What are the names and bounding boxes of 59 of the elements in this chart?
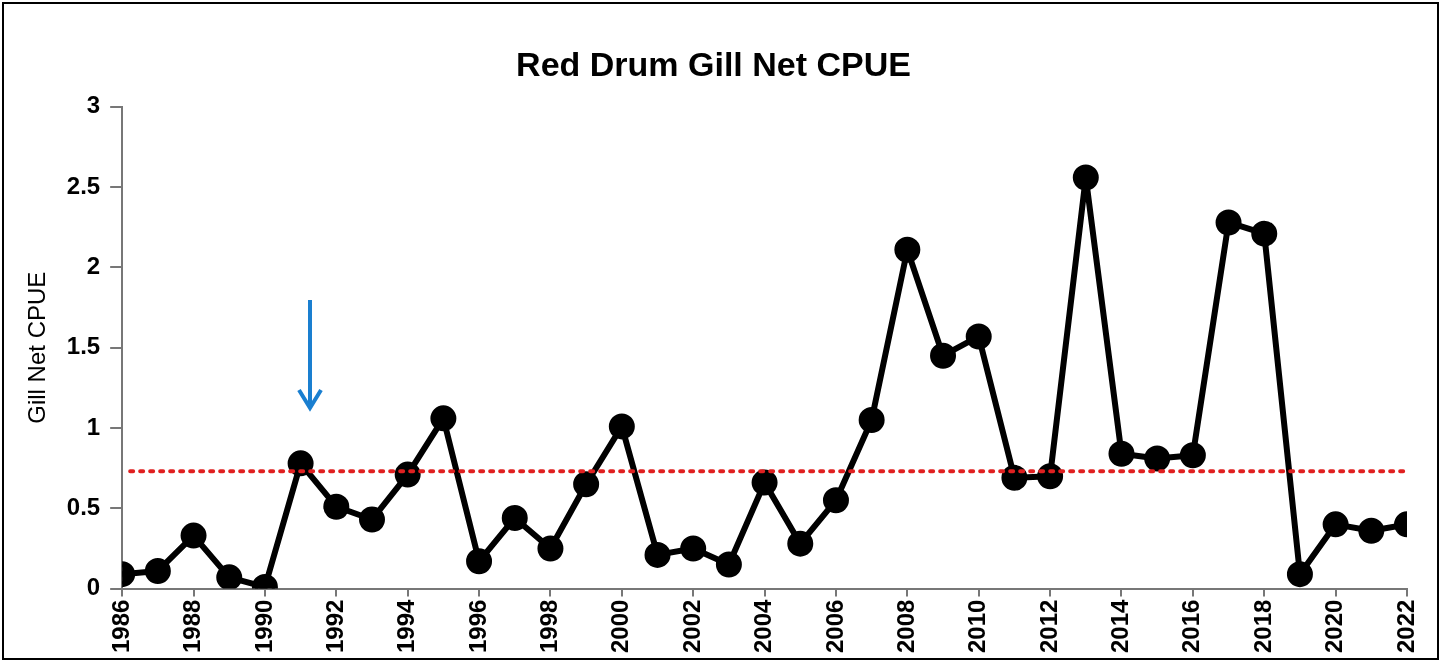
point <box>1144 445 1171 472</box>
point <box>1251 220 1278 247</box>
point <box>216 564 243 589</box>
x-tick-label: 2006 <box>820 599 848 653</box>
point <box>1072 164 1099 191</box>
y-tick-label: 0 <box>86 573 101 601</box>
point <box>822 487 849 514</box>
point <box>1322 511 1349 538</box>
chart-title: Red Drum Gill Net CPUE <box>516 44 911 83</box>
point <box>180 522 207 549</box>
point <box>287 450 314 477</box>
x-tick-label: 2002 <box>677 599 705 653</box>
point <box>680 535 707 562</box>
point <box>358 506 385 533</box>
y-tick-label: 3 <box>86 91 101 119</box>
point <box>858 406 885 433</box>
point <box>573 471 600 498</box>
point <box>644 541 671 568</box>
point <box>1108 440 1135 467</box>
x-tick-label: 2008 <box>891 599 919 653</box>
point <box>1215 209 1242 236</box>
point <box>1358 517 1385 544</box>
point <box>144 557 171 584</box>
y-tick-label: 1.5 <box>66 332 101 360</box>
x-tick-label: 1988 <box>178 599 206 653</box>
point <box>501 504 528 531</box>
x-tick-label: 2000 <box>606 599 634 653</box>
x-tick-label: 2018 <box>1248 599 1276 653</box>
x-tick-label: 1996 <box>463 599 491 653</box>
x-tick-label: 1998 <box>535 599 563 653</box>
x-tick-label: 1990 <box>249 599 277 653</box>
point <box>430 405 457 432</box>
point <box>466 548 493 575</box>
y-tick-label: 1 <box>86 412 101 440</box>
x-tick-label: 1992 <box>320 599 348 653</box>
x-tick-label: 2004 <box>749 598 777 653</box>
y-axis-title: Gill Net CPUE <box>23 271 51 424</box>
point <box>894 236 921 263</box>
y-tick-label: 0.5 <box>66 492 101 520</box>
point <box>787 530 814 557</box>
point <box>715 551 742 578</box>
x-tick-label: 2020 <box>1320 599 1348 653</box>
x-tick-label: 2012 <box>1034 599 1062 653</box>
x-tick-label: 2010 <box>963 599 991 653</box>
x-tick-label: 2016 <box>1177 599 1205 653</box>
x-tick-label: 1986 <box>106 599 134 653</box>
point <box>323 493 350 520</box>
point <box>608 413 635 440</box>
point <box>751 469 778 496</box>
point <box>1179 442 1206 469</box>
point <box>930 342 957 369</box>
x-tick-label: 1994 <box>392 598 420 653</box>
point <box>537 535 564 562</box>
x-tick-label: 2014 <box>1106 598 1134 653</box>
point <box>965 323 992 350</box>
x-tick-label: 2022 <box>1391 599 1419 653</box>
point <box>1286 561 1313 588</box>
y-tick-label: 2 <box>86 252 101 280</box>
y-tick-label: 2.5 <box>66 171 101 199</box>
